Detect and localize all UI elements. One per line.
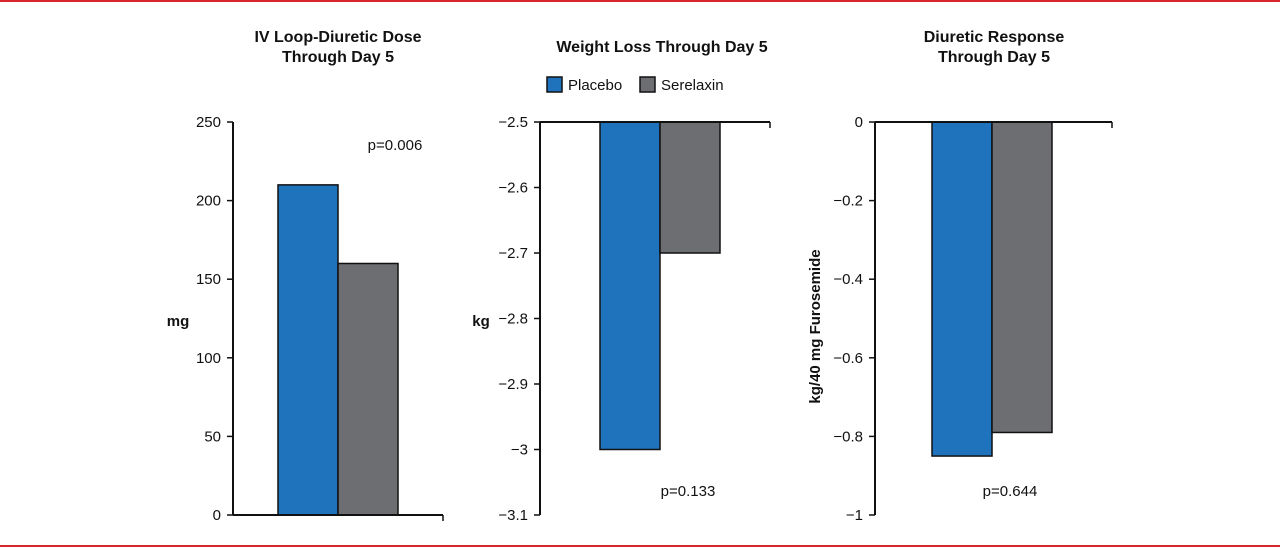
y-axis-label: mg — [167, 313, 190, 330]
y-axis-label: kg — [472, 313, 490, 330]
frame-bottom-line — [0, 545, 1280, 547]
y-tick-label: −2.6 — [498, 180, 528, 197]
bar-serelaxin — [991, 121, 1053, 434]
y-tick-label: 0 — [213, 507, 221, 524]
y-tick-label: −1 — [846, 507, 863, 524]
y-tick-label: −2.8 — [498, 311, 528, 328]
y-tick-label: 100 — [196, 350, 221, 367]
y-tick-label: 50 — [204, 428, 221, 445]
y-tick-label: 150 — [196, 271, 221, 288]
chart-title: Through Day 5 — [282, 49, 394, 66]
y-tick-label: −0.2 — [833, 193, 863, 210]
p-value-annotation: p=0.133 — [661, 483, 716, 500]
chart-title: Through Day 5 — [938, 49, 1050, 66]
bar-serelaxin — [659, 121, 721, 254]
y-axis-label: kg/40 mg Furosemide — [807, 249, 824, 403]
y-tick-label: −2.5 — [498, 114, 528, 131]
bar-placebo — [599, 121, 661, 451]
p-value-annotation: p=0.644 — [983, 483, 1038, 500]
chart-title: IV Loop-Diuretic Dose — [254, 29, 421, 46]
y-tick-label: 250 — [196, 114, 221, 131]
legend-label: Placebo — [568, 77, 622, 94]
chart-title: Diuretic Response — [924, 29, 1065, 46]
bar-placebo — [277, 184, 339, 516]
p-value-annotation: p=0.006 — [368, 137, 423, 154]
legend-swatch-serelaxin — [639, 76, 656, 93]
legend-label: Serelaxin — [661, 77, 724, 94]
y-tick-label: −2.7 — [498, 245, 528, 262]
y-tick-label: −3 — [511, 442, 528, 459]
y-tick-label: 200 — [196, 193, 221, 210]
bar-serelaxin — [337, 262, 399, 516]
y-tick-label: −0.8 — [833, 428, 863, 445]
y-tick-label: 0 — [855, 114, 863, 131]
legend-swatch-placebo — [546, 76, 563, 93]
chart-title: Weight Loss Through Day 5 — [556, 39, 767, 56]
y-tick-label: −0.4 — [833, 271, 863, 288]
bar-placebo — [931, 121, 993, 457]
y-tick-label: −3.1 — [498, 507, 528, 524]
y-tick-label: −0.6 — [833, 350, 863, 367]
frame-top-line — [0, 0, 1280, 2]
y-tick-label: −2.9 — [498, 376, 528, 393]
